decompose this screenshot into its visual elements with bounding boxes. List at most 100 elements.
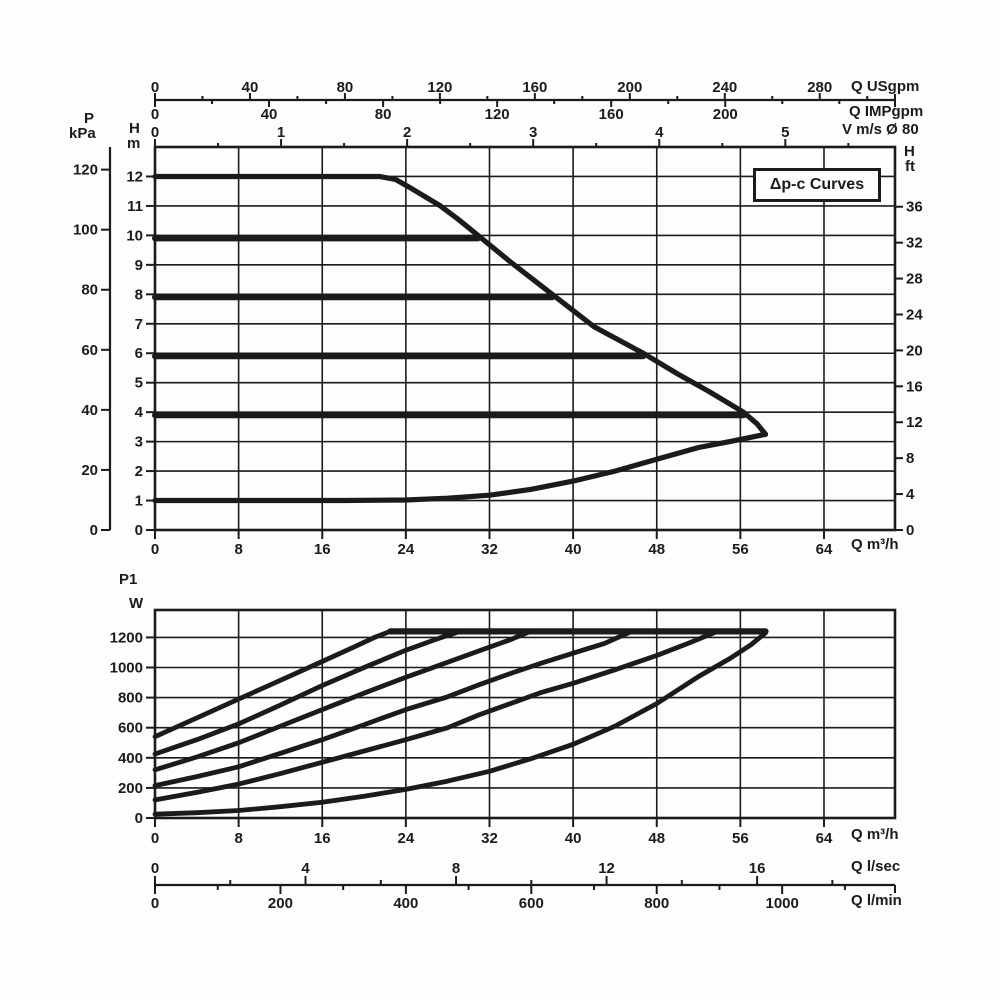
usgpm-tick-label: 40 bbox=[242, 79, 259, 96]
p1-curve-4 bbox=[152, 629, 635, 788]
flow-m3h-axis-bottom: 0 8 16 24 32 40 48 56 64 bbox=[151, 818, 833, 847]
impgpm-tick-label: 200 bbox=[713, 106, 738, 123]
tick-label: 8 bbox=[906, 450, 914, 467]
velocity-axis: 0 1 2 3 4 5 bbox=[151, 124, 850, 147]
tick-label: 28 bbox=[906, 271, 923, 288]
power-curves bbox=[152, 628, 769, 817]
lsec-lmin-axis: 0 4 8 12 16 0 200 400 600 800 1000 bbox=[151, 860, 896, 912]
tick-label: 120 bbox=[73, 162, 98, 179]
usgpm-axis-title: Q USgpm bbox=[851, 78, 920, 95]
lmin-tick-label: 400 bbox=[393, 895, 418, 912]
tick-label: 16 bbox=[314, 541, 331, 558]
tick-label: 60 bbox=[81, 342, 98, 359]
head-chart: 0 8 16 24 32 40 48 56 64012345678910111202040608… bbox=[73, 79, 923, 558]
head-ft-axis-title: H bbox=[904, 143, 915, 160]
tick-label: 0 bbox=[151, 830, 159, 847]
tick-label: 0 bbox=[135, 810, 143, 827]
tick-label: 16 bbox=[314, 830, 331, 847]
usgpm-tick-label: 280 bbox=[807, 79, 832, 96]
power-axis-title: P1 bbox=[119, 571, 138, 588]
tick-label: 36 bbox=[906, 199, 923, 216]
impgpm-tick-label: 160 bbox=[599, 106, 624, 123]
curve-family-label: Δp-c Curves bbox=[769, 176, 865, 193]
impgpm-tick-label: 80 bbox=[375, 106, 392, 123]
tick-label: 8 bbox=[234, 830, 242, 847]
velocity-axis-title: V m/s Ø 80 bbox=[842, 121, 919, 138]
p1-curve-3 bbox=[152, 629, 533, 773]
velocity-tick-label: 0 bbox=[151, 124, 159, 141]
velocity-tick-label: 2 bbox=[403, 124, 411, 141]
tick-label: 8 bbox=[135, 286, 143, 303]
p1-curve-5 bbox=[152, 629, 720, 803]
power-chart-frame bbox=[153, 608, 897, 820]
tick-label: 9 bbox=[135, 257, 143, 274]
tick-label: 12 bbox=[126, 168, 143, 185]
min-envelope-curve bbox=[152, 431, 769, 504]
lmin-axis-title: Q l/min bbox=[851, 892, 902, 909]
power-axis-unit: W bbox=[129, 595, 144, 612]
tick-label: 100 bbox=[73, 222, 98, 239]
tick-label: 12 bbox=[906, 414, 923, 431]
tick-label: 600 bbox=[118, 720, 143, 737]
tick-label: 24 bbox=[398, 830, 415, 847]
usgpm-tick-label: 80 bbox=[337, 79, 354, 96]
tick-label: 2 bbox=[135, 463, 143, 480]
tick-label: 56 bbox=[732, 541, 749, 558]
tick-label: 64 bbox=[816, 830, 833, 847]
tick-label: 6 bbox=[135, 345, 143, 362]
p1-curve-1 bbox=[152, 629, 393, 740]
power-w-axis: 0 200 400 600 800 1000 1200 bbox=[110, 629, 155, 827]
usgpm-tick-label: 160 bbox=[522, 79, 547, 96]
tick-label: 24 bbox=[398, 541, 415, 558]
usgpm-tick-label: 0 bbox=[151, 79, 159, 96]
tick-label: 1000 bbox=[110, 660, 143, 677]
tick-label: 3 bbox=[135, 434, 143, 451]
pressure-axis-title: P bbox=[84, 110, 95, 127]
tick-label: 0 bbox=[151, 541, 159, 558]
tick-label: 7 bbox=[135, 316, 143, 333]
lmin-tick-label: 600 bbox=[519, 895, 544, 912]
tick-label: 20 bbox=[906, 342, 923, 359]
tick-label: 20 bbox=[81, 462, 98, 479]
tick-label: 16 bbox=[906, 378, 923, 395]
max-envelope-curve bbox=[152, 173, 769, 437]
tick-label: 8 bbox=[234, 541, 242, 558]
p1-curve-6 bbox=[152, 630, 768, 817]
tick-label: 32 bbox=[481, 541, 498, 558]
head-curves bbox=[152, 173, 769, 504]
tick-label: 0 bbox=[906, 522, 914, 539]
tick-label: 40 bbox=[565, 830, 582, 847]
tick-label: 64 bbox=[816, 541, 833, 558]
head-ft-axis: 0 4 8 12 16 20 24 28 32 36 bbox=[895, 199, 923, 539]
head-axis-title: H bbox=[129, 120, 140, 137]
pressure-axis-unit: kPa bbox=[69, 125, 96, 142]
velocity-tick-label: 4 bbox=[655, 124, 664, 141]
lsec-tick-label: 0 bbox=[151, 860, 159, 877]
tick-label: 56 bbox=[732, 830, 749, 847]
lsec-tick-label: 16 bbox=[749, 860, 766, 877]
lmin-tick-label: 0 bbox=[151, 895, 159, 912]
lsec-tick-label: 8 bbox=[452, 860, 460, 877]
tick-label: 40 bbox=[81, 402, 98, 419]
velocity-tick-label: 3 bbox=[529, 124, 537, 141]
pressure-kpa-axis: 0 20 40 60 80 100 120 bbox=[73, 147, 112, 539]
curve-family-label-box: Δp-c Curves bbox=[753, 168, 881, 202]
lsec-axis-title: Q l/sec bbox=[851, 858, 901, 875]
velocity-tick-label: 1 bbox=[277, 124, 285, 141]
impgpm-tick-label: 0 bbox=[151, 106, 159, 123]
lmin-tick-label: 800 bbox=[644, 895, 669, 912]
flow-m3h-axis: 0 8 16 24 32 40 48 56 64 bbox=[151, 530, 833, 558]
lmin-tick-label: 1000 bbox=[765, 895, 798, 912]
tick-label: 11 bbox=[127, 198, 143, 215]
impgpm-tick-label: 120 bbox=[485, 106, 510, 123]
velocity-tick-label: 5 bbox=[781, 124, 789, 141]
lsec-tick-label: 4 bbox=[301, 860, 310, 877]
head-chart-frame bbox=[153, 145, 897, 532]
tick-label: 800 bbox=[118, 690, 143, 707]
tick-label: 400 bbox=[118, 750, 143, 767]
flow-usgpm-impgpm-axis: 0 40 80 120 160 200 240 280 0 40 80 120 160 200 bbox=[151, 79, 896, 123]
lsec-tick-label: 12 bbox=[598, 860, 615, 877]
